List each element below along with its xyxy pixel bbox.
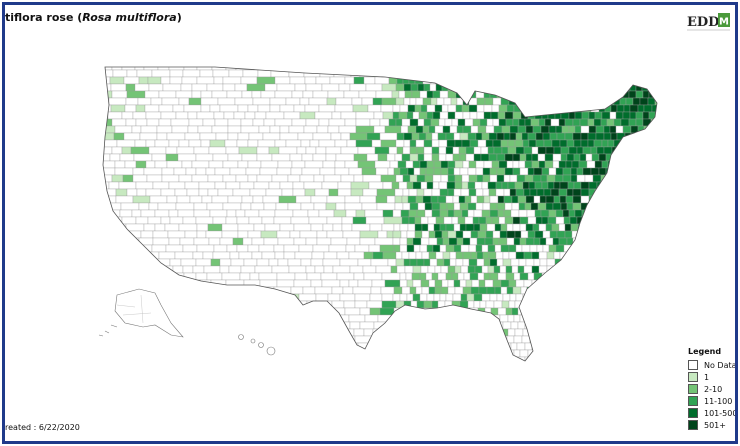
legend-item: 11-100 <box>688 395 735 407</box>
logo-text: EDD <box>687 15 719 30</box>
created-date: reated : 6/22/2020 <box>5 423 80 432</box>
hawaii <box>238 334 276 356</box>
legend-item: 501+ <box>688 419 735 431</box>
map-title: tiflora rose (Rosa multiflora) <box>5 11 182 24</box>
logo-mark: M <box>719 17 729 28</box>
legend-swatch <box>688 372 698 382</box>
legend-swatch <box>688 396 698 406</box>
legend-label: No Data <box>704 360 737 370</box>
legend-label: 101-500 <box>704 408 738 418</box>
legend-item: 2-10 <box>688 383 735 395</box>
counties-layer <box>103 67 657 361</box>
legend-label: 1 <box>704 372 710 382</box>
legend-swatch <box>688 360 698 370</box>
alaska <box>98 288 184 338</box>
legend-item: No Data <box>688 359 737 371</box>
legend-swatch <box>688 420 698 430</box>
legend-item: 1 <box>688 371 735 383</box>
legend-title: Legend <box>688 347 722 356</box>
legend-swatch <box>688 384 698 394</box>
legend-item: 101-500 <box>688 407 738 419</box>
legend-swatch <box>688 408 698 418</box>
us-county-map <box>98 66 658 362</box>
map-legend: Legend No Data 1 2-10 11-100 101-500 501+ <box>688 347 738 431</box>
legend-label: 501+ <box>704 420 726 430</box>
legend-label: 11-100 <box>704 396 733 406</box>
legend-label: 2-10 <box>704 384 723 394</box>
scientific-name: Rosa multiflora <box>82 11 177 24</box>
eddmaps-logo: EDD M <box>687 13 730 31</box>
